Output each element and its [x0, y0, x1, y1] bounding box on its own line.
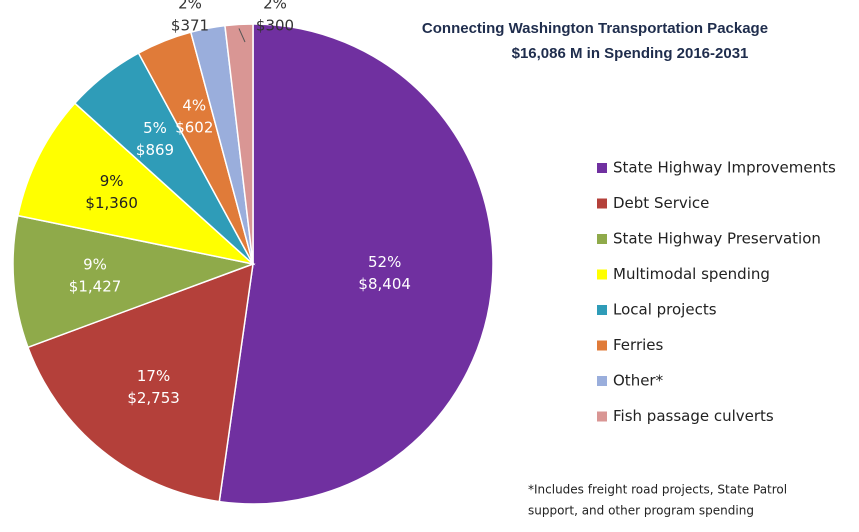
data-label: $602 — [175, 118, 213, 136]
legend-swatch — [597, 269, 607, 280]
legend-swatch — [597, 234, 607, 244]
legend-label: Other* — [613, 372, 664, 390]
leader-line — [238, 28, 246, 43]
data-label: $8,404 — [358, 275, 411, 293]
data-label: 17% — [137, 367, 170, 385]
data-label: $2,753 — [127, 389, 180, 407]
data-label: 2% — [263, 0, 287, 13]
data-label: $371 — [171, 17, 209, 35]
legend-swatch — [597, 163, 607, 173]
legend-swatch — [597, 340, 607, 351]
data-label: $869 — [136, 141, 174, 159]
legend-swatch — [597, 411, 607, 422]
legend-label: State Highway Preservation — [613, 230, 821, 248]
legend-label: State Highway Improvements — [613, 159, 836, 177]
legend-swatch — [597, 305, 607, 315]
data-label: 4% — [182, 96, 206, 114]
pie-slice — [218, 23, 494, 505]
footnote: support, and other program spending — [528, 504, 754, 518]
data-label: 52% — [368, 253, 401, 271]
pie-slice — [12, 214, 256, 349]
chart-subtitle: $16,086 M in Spending 2016-2031 — [512, 45, 749, 62]
chart-title: Connecting Washington Transportation Pac… — [422, 20, 768, 37]
data-label: 2% — [178, 0, 202, 13]
data-label: 5% — [143, 119, 167, 137]
legend-label: Multimodal spending — [613, 265, 770, 283]
data-label: $300 — [256, 17, 294, 35]
footnote: *Includes freight road projects, State P… — [528, 483, 787, 497]
legend-swatch — [597, 198, 607, 209]
data-label: $1,360 — [85, 194, 138, 212]
pie-slice — [17, 102, 256, 266]
legend-swatch — [597, 376, 607, 386]
data-label: $1,427 — [69, 277, 122, 295]
legend-label: Fish passage culverts — [613, 407, 774, 425]
legend-label: Debt Service — [613, 194, 709, 212]
data-label: 9% — [100, 172, 124, 190]
pie-slice — [224, 23, 254, 265]
legend-label: Local projects — [613, 301, 717, 319]
pie-slice — [26, 262, 254, 503]
data-label: 9% — [83, 255, 107, 273]
legend-label: Ferries — [613, 336, 664, 354]
